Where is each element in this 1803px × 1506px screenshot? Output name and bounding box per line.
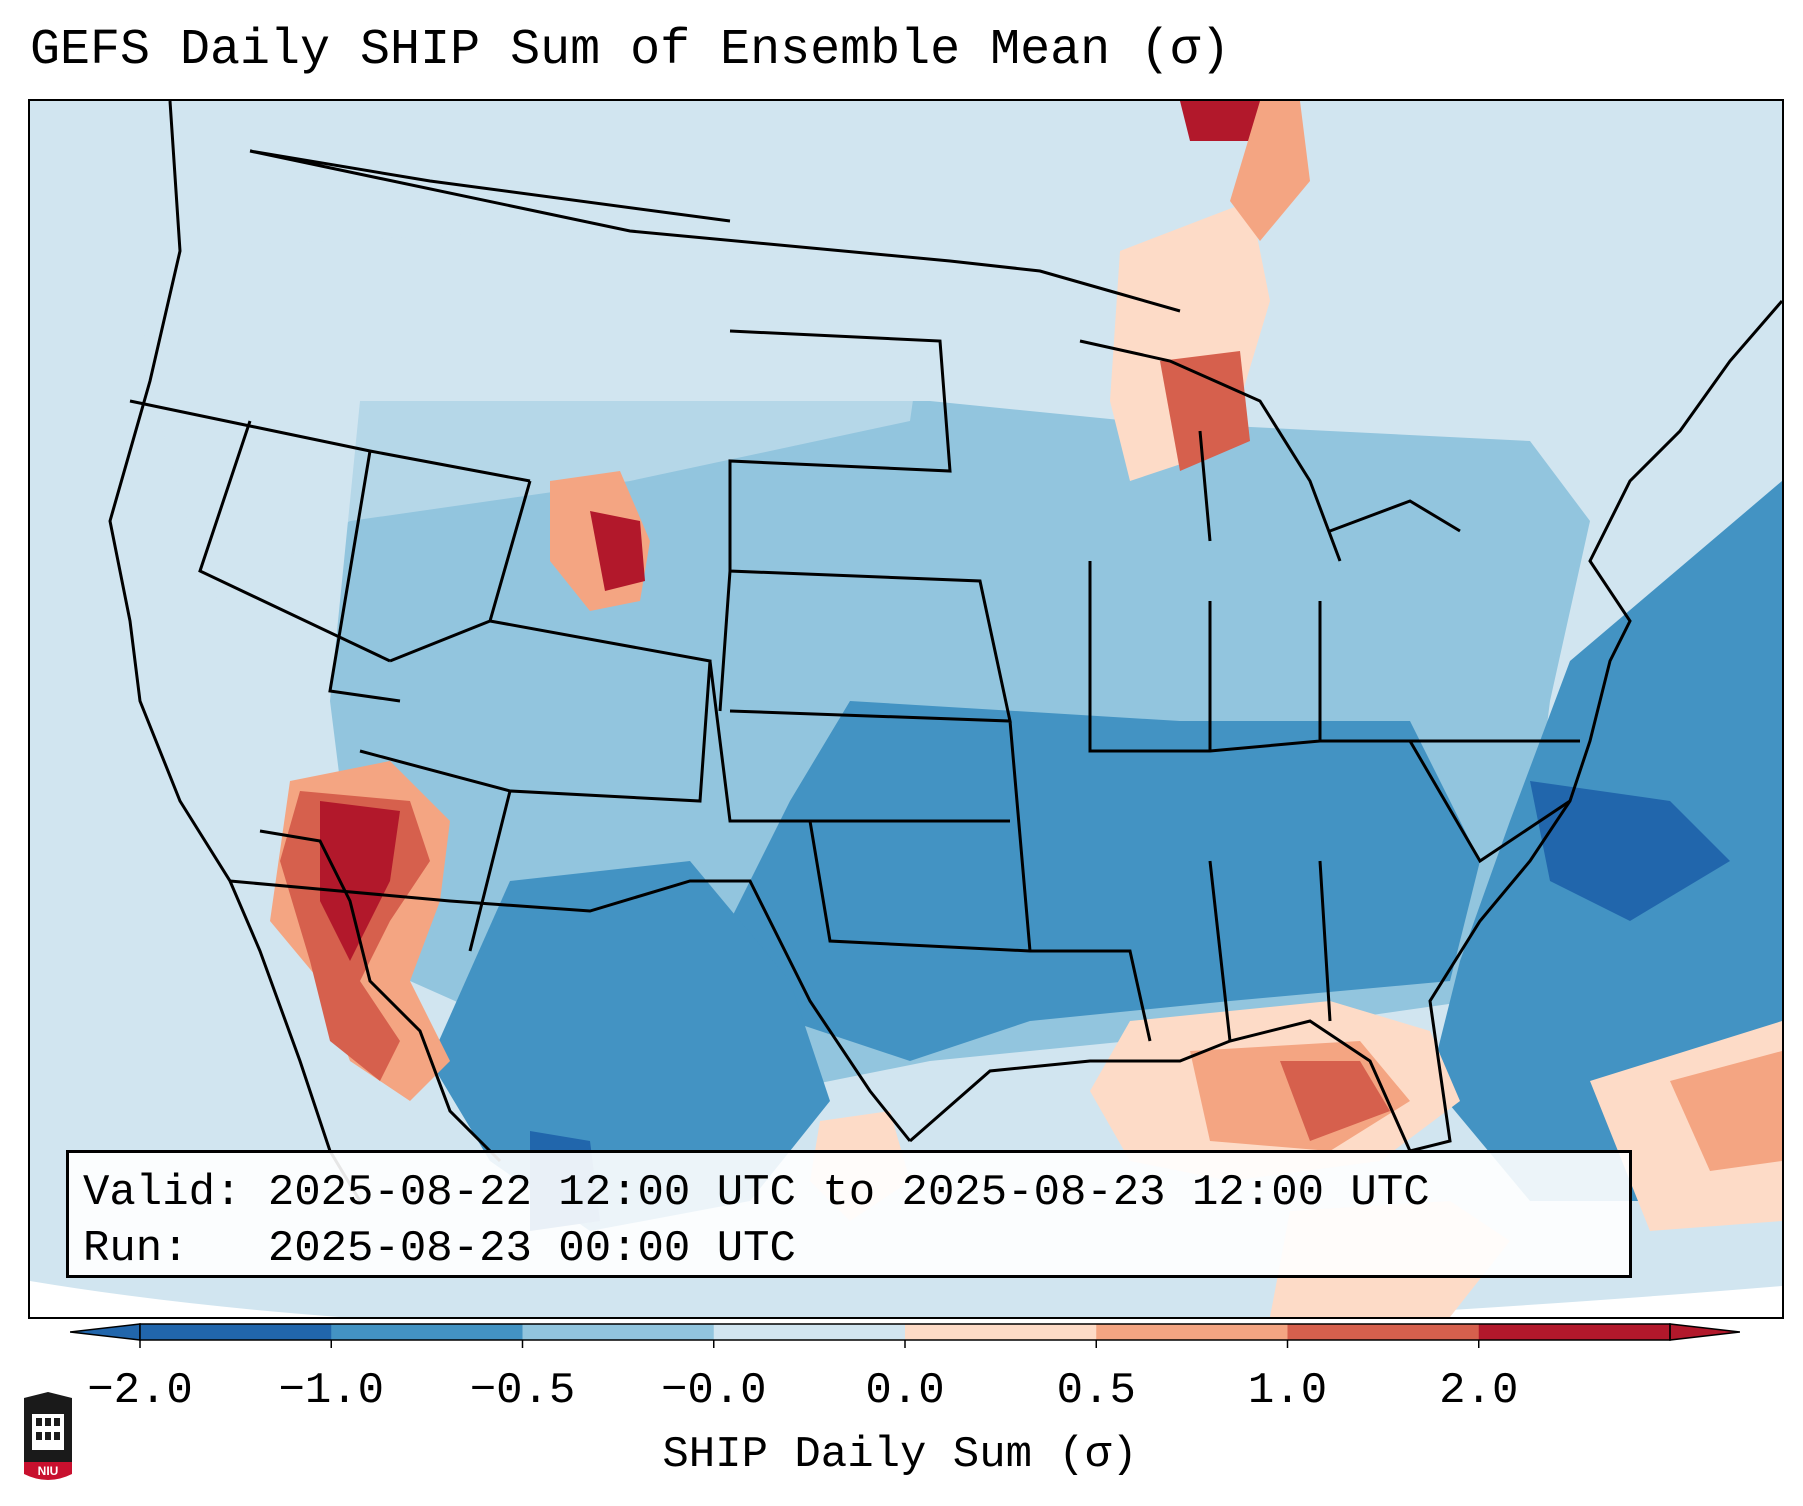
domain-edge (30, 1281, 1782, 1317)
colorbar-segment (713, 1324, 906, 1340)
valid-run-box: Valid: 2025-08-22 12:00 UTC to 2025-08-2… (66, 1150, 1632, 1278)
boundary-layer (108, 101, 1782, 1202)
region-south-central (730, 701, 1480, 1061)
colorbar-tick-label: 0.5 (1056, 1366, 1136, 1416)
region-atlantic-dark (1530, 781, 1730, 921)
colorbar-tick-label: −2.0 (87, 1366, 193, 1416)
colorbar-extend-high (1669, 1323, 1740, 1341)
great-lakes (1079, 339, 1461, 562)
colorbar-tick-label: 1.0 (1247, 1366, 1328, 1416)
us-outline (108, 101, 502, 1202)
colorbar-tick-label: 0.0 (865, 1366, 945, 1416)
state-lines-east (1088, 561, 1580, 1042)
mexico-border (229, 879, 912, 1142)
colorbar-segment (331, 1324, 523, 1340)
region-wyoming-max (590, 511, 645, 591)
shading-layer (30, 101, 1782, 1317)
colorbar-tick-label: 2.0 (1439, 1366, 1519, 1416)
logo-text: NIU (38, 1464, 59, 1478)
canada-border (249, 149, 1181, 313)
colorbar-label: SHIP Daily Sum (σ) (662, 1430, 1138, 1480)
colorbar-segment (140, 1324, 332, 1340)
state-lines-west (129, 399, 1010, 952)
state-lines-central (718, 329, 1152, 1042)
colorbar-segment (522, 1324, 715, 1340)
chart-title: GEFS Daily SHIP Sum of Ensemble Mean (σ) (30, 22, 1231, 79)
map-panel (28, 99, 1784, 1319)
colorbar-tick-label: −1.0 (278, 1366, 385, 1416)
colorbar-segment (1287, 1324, 1480, 1340)
run-value: 2025-08-23 00:00 UTC (267, 1224, 796, 1274)
colorbar-segment (1478, 1324, 1671, 1340)
gulf-coast (909, 300, 1782, 1153)
colorbar-extend-low (70, 1323, 141, 1341)
colorbar-tick-label: −0.5 (469, 1366, 576, 1416)
region-gulf-high (1280, 1061, 1390, 1141)
region-northwest (130, 221, 930, 601)
colorbar-tick-label: −0.0 (660, 1366, 767, 1416)
valid-value: 2025-08-22 12:00 UTC to 2025-08-23 12:00… (267, 1168, 1430, 1218)
region-canada-mid (1230, 101, 1310, 241)
region-greatlakes-high (1160, 351, 1250, 471)
valid-label: Valid: (83, 1168, 242, 1218)
colorbar-segment (905, 1324, 1097, 1340)
niu-logo: NIU (24, 1392, 72, 1480)
colorbar (70, 1323, 1740, 1348)
colorbar-segment (1096, 1324, 1288, 1340)
region-southwest-max (320, 801, 400, 961)
map-svg (30, 101, 1782, 1317)
run-label: Run: (83, 1224, 189, 1274)
region-east-mid (1670, 1051, 1782, 1171)
region-canada-max (1180, 101, 1270, 141)
